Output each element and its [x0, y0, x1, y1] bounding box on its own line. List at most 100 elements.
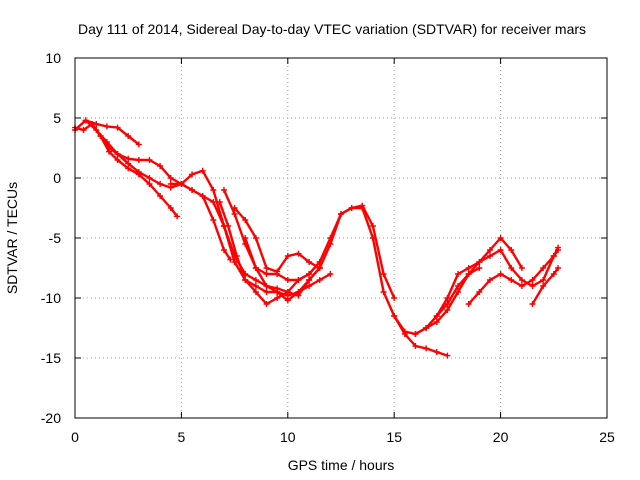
data-point — [263, 301, 270, 307]
data-point — [225, 223, 232, 229]
data-point — [295, 277, 302, 283]
series-arc-9 — [242, 205, 451, 359]
data-point — [497, 271, 504, 277]
data-point — [103, 139, 110, 145]
series-line — [243, 206, 449, 357]
data-point — [540, 277, 547, 283]
y-tick-label: 0 — [53, 170, 61, 186]
data-point — [252, 265, 259, 271]
tick-marks — [74, 57, 608, 419]
data-point — [114, 157, 121, 163]
data-point — [423, 325, 430, 331]
data-point — [284, 253, 291, 259]
data-point — [284, 297, 291, 304]
data-point — [316, 259, 323, 265]
data-point — [274, 289, 281, 295]
data-point — [295, 250, 302, 257]
data-point — [316, 265, 323, 271]
data-point — [465, 301, 472, 307]
data-point — [380, 289, 387, 295]
data-point — [444, 301, 451, 307]
data-point — [455, 283, 462, 289]
series-layer — [72, 117, 562, 359]
y-axis-label: SDTVAR / TECUs — [4, 182, 20, 294]
data-point — [529, 277, 536, 283]
data-point — [529, 301, 536, 307]
data-point — [306, 271, 313, 277]
data-point — [220, 247, 227, 253]
series-arc-14 — [529, 265, 562, 307]
data-point — [157, 181, 164, 187]
series-line — [233, 204, 396, 300]
data-point — [444, 352, 451, 359]
data-point — [444, 307, 451, 313]
data-point — [412, 343, 419, 349]
data-point — [555, 247, 562, 253]
data-point — [465, 271, 472, 277]
data-point — [252, 289, 259, 295]
data-point — [210, 187, 217, 193]
data-point — [433, 313, 440, 319]
data-point — [242, 277, 249, 283]
data-point — [359, 205, 366, 211]
data-point — [327, 271, 334, 277]
data-point — [423, 345, 430, 352]
data-point — [135, 157, 142, 163]
data-point — [252, 277, 259, 283]
data-point — [380, 271, 387, 277]
data-point — [348, 205, 355, 211]
y-tick-label: -15 — [41, 350, 61, 366]
data-point — [114, 151, 121, 157]
data-point — [263, 265, 270, 271]
data-point — [80, 127, 87, 133]
data-point — [550, 271, 557, 277]
data-point — [327, 235, 334, 241]
data-point — [135, 141, 142, 148]
data-point — [338, 211, 344, 217]
data-point — [231, 211, 238, 217]
data-point — [242, 217, 249, 223]
data-point — [316, 277, 323, 283]
data-point — [157, 163, 164, 169]
data-point — [508, 277, 515, 283]
x-tick-label: 10 — [280, 429, 296, 445]
data-point — [540, 265, 547, 271]
data-point — [274, 271, 281, 277]
series-line — [222, 188, 332, 302]
data-point — [306, 259, 313, 265]
data-point — [529, 283, 536, 289]
data-point — [231, 205, 238, 211]
data-point — [295, 289, 302, 295]
data-point — [157, 193, 164, 199]
data-point — [518, 283, 525, 289]
x-tick-label: 15 — [386, 429, 402, 445]
series-line — [73, 122, 232, 261]
data-point — [199, 193, 206, 199]
y-tick-label: -10 — [41, 290, 61, 306]
data-point — [263, 283, 270, 289]
y-tick-label: -20 — [41, 410, 61, 426]
data-point — [125, 155, 132, 162]
data-point — [146, 175, 153, 181]
data-point — [391, 295, 398, 301]
data-point — [476, 259, 483, 265]
y-tick-labels: -20 -15 -10 -5 0 5 10 — [41, 50, 61, 426]
data-point — [433, 319, 440, 325]
data-point — [497, 247, 504, 253]
x-tick-label: 20 — [493, 429, 509, 445]
data-point — [233, 253, 240, 259]
data-point — [189, 171, 196, 178]
data-point — [486, 253, 493, 259]
data-point — [227, 256, 234, 263]
data-point — [135, 169, 142, 175]
grid — [75, 58, 607, 418]
data-point — [433, 349, 440, 355]
data-point — [216, 199, 223, 205]
data-point — [178, 181, 185, 187]
data-point — [391, 313, 398, 319]
data-point — [508, 247, 515, 253]
data-point — [476, 265, 483, 271]
data-point — [412, 331, 419, 337]
data-point — [306, 277, 313, 283]
